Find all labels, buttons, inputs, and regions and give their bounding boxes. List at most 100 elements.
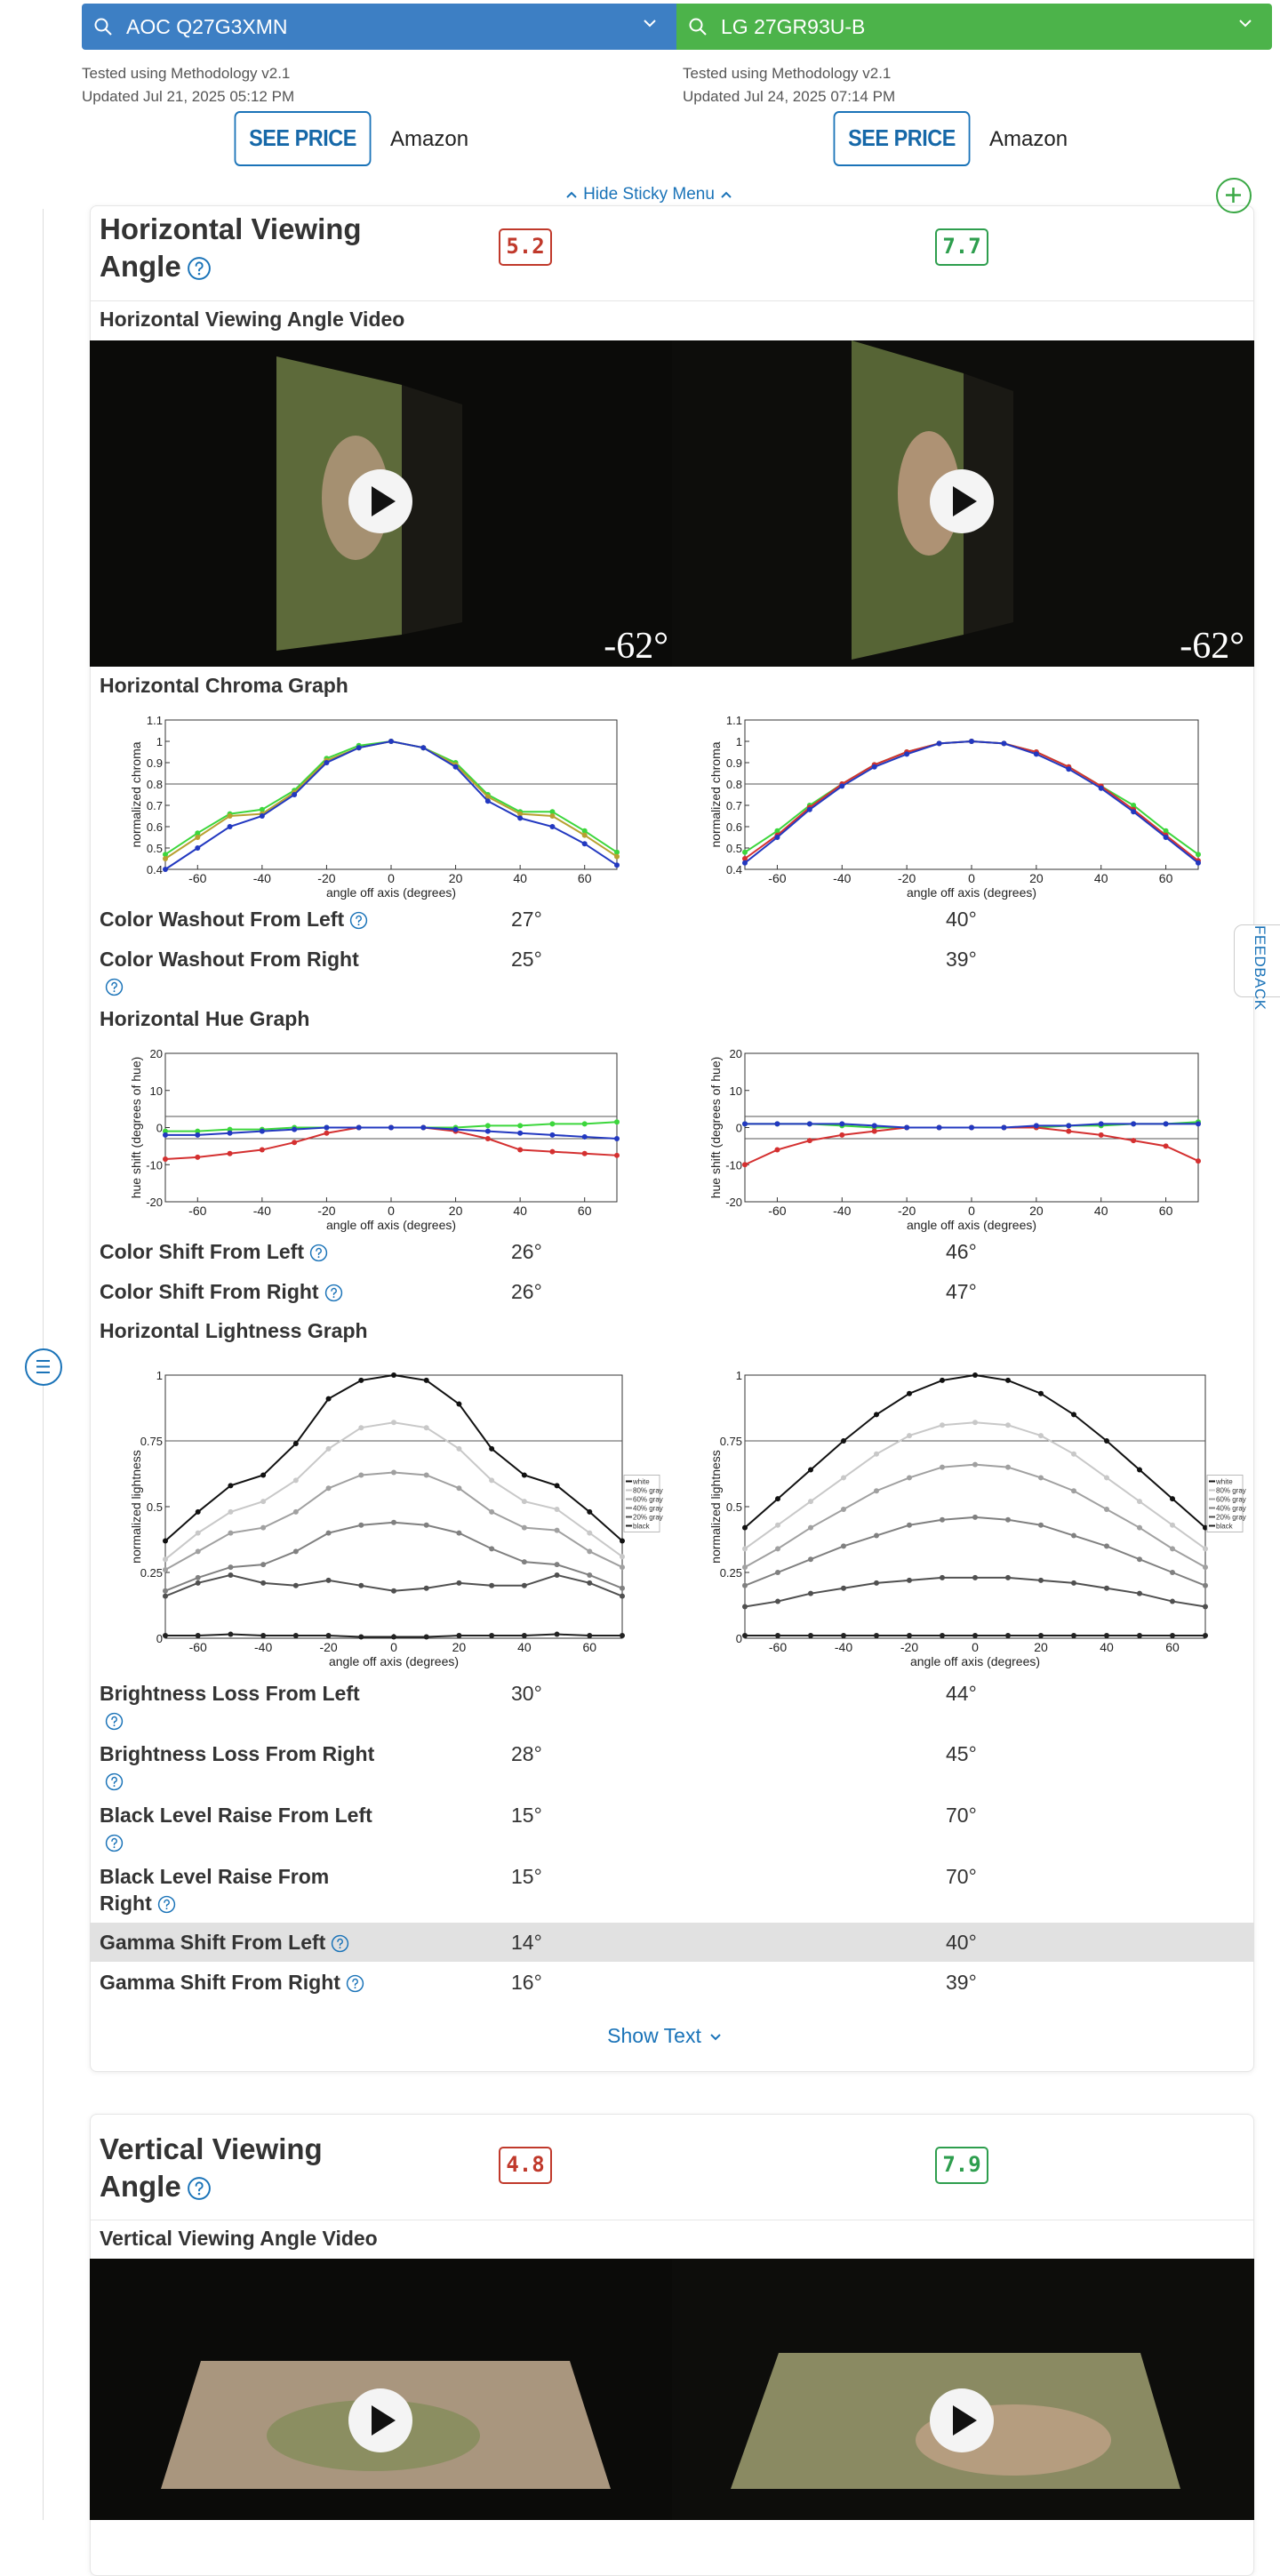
- data-point: [1203, 1546, 1208, 1552]
- dropdown-chevron: [644, 20, 656, 28]
- help-mark: [111, 982, 117, 990]
- help-circle: [309, 1244, 328, 1262]
- x-axis-label: angle off axis (degrees): [329, 1654, 459, 1668]
- x-axis-label: angle off axis (degrees): [326, 885, 456, 900]
- plot-frame: [744, 719, 1199, 870]
- data-point: [324, 1130, 330, 1136]
- graphics-layer: -62° -62° -60 -40 -20 0 20 40 60 0.4 0.5 0.6 0.7 0.8 0…: [90, 340, 1254, 2520]
- y-tick-label: 0.75: [720, 1435, 742, 1448]
- see-price-button[interactable]: SEE PRICE: [234, 111, 372, 166]
- data-point: [163, 1538, 168, 1544]
- chevron-down: [710, 2034, 721, 2041]
- x-tick-label: 0: [388, 871, 395, 885]
- show-text-button[interactable]: Show Text: [551, 2024, 779, 2048]
- data-point: [614, 862, 620, 868]
- data-point: [614, 1119, 620, 1125]
- data-point: [614, 853, 620, 860]
- help-icon[interactable]: [187, 2176, 212, 2201]
- data-point: [227, 1126, 233, 1132]
- screen-shadow: [402, 385, 462, 635]
- metric-text: Brightness Loss From Left: [100, 1682, 360, 1705]
- data-point: [388, 1124, 394, 1131]
- help-icon[interactable]: [157, 1895, 176, 1914]
- data-point: [1137, 1524, 1142, 1531]
- help-icon[interactable]: [105, 1834, 124, 1852]
- help-circle: [105, 979, 124, 996]
- data-point: [517, 1147, 524, 1153]
- data-point: [972, 1514, 978, 1520]
- data-point: [521, 1633, 527, 1639]
- data-point: [163, 852, 168, 858]
- data-point: [874, 1451, 879, 1457]
- data-point: [358, 1472, 364, 1478]
- data-point: [972, 1461, 978, 1468]
- subsection-title: Horizontal Hue Graph: [100, 1007, 310, 1030]
- metric-text: Black Level Raise From Left: [100, 1804, 372, 1827]
- help-icon[interactable]: [349, 911, 368, 930]
- help-icon[interactable]: [324, 1284, 343, 1302]
- help-circle: [187, 257, 211, 281]
- subsection-title: Horizontal Viewing Angle Video: [100, 308, 405, 331]
- data-point: [489, 1477, 495, 1484]
- add-product-button[interactable]: [1216, 178, 1252, 213]
- sticky-menu-toggle[interactable]: Hide Sticky Menu: [533, 185, 764, 208]
- help-icon[interactable]: [187, 256, 212, 281]
- data-point: [325, 1445, 332, 1452]
- help-icon[interactable]: [105, 978, 124, 996]
- y-axis-label: normalized chroma: [708, 741, 723, 847]
- data-point: [1203, 1604, 1208, 1610]
- data-point: [587, 1548, 593, 1555]
- data-point: [1038, 1475, 1044, 1481]
- toc-button[interactable]: [25, 1348, 62, 1386]
- help-icon[interactable]: [309, 1244, 328, 1262]
- data-point: [587, 1572, 593, 1578]
- data-point: [1071, 1412, 1076, 1418]
- data-point: [1170, 1570, 1175, 1575]
- data-point: [227, 824, 233, 829]
- data-point: [228, 1530, 234, 1536]
- feedback-tab[interactable]: FEEDBACK: [1234, 924, 1280, 1011]
- plot-frame: [744, 1374, 1206, 1639]
- data-point: [1163, 835, 1169, 840]
- x-tick-label: -60: [769, 1640, 787, 1654]
- help-icon[interactable]: [105, 1772, 124, 1791]
- data-point: [1131, 1138, 1137, 1144]
- data-point: [936, 1124, 942, 1131]
- help-icon[interactable]: [346, 1974, 364, 1993]
- metric-label: Color Shift From Left: [100, 1238, 375, 1265]
- metric-value: 47°: [946, 1280, 977, 1303]
- data-point: [742, 1604, 748, 1610]
- see-price-button[interactable]: SEE PRICE: [833, 111, 971, 166]
- data-point: [484, 1128, 491, 1134]
- data-point: [489, 1582, 495, 1588]
- data-point: [163, 1567, 168, 1573]
- metric-value: 30°: [511, 1682, 542, 1705]
- metric-value: 46°: [946, 1240, 977, 1263]
- data-point: [614, 1152, 620, 1158]
- data-point: [356, 1124, 362, 1131]
- store-name[interactable]: Amazon: [989, 127, 1068, 151]
- data-point: [839, 783, 845, 789]
- product-search-bar[interactable]: AOC Q27G3XMN: [82, 4, 676, 50]
- metric-value: 44°: [946, 1682, 977, 1705]
- legend-label: 80% gray: [1216, 1486, 1246, 1494]
- data-point: [484, 1136, 491, 1142]
- search-lens: [689, 18, 703, 32]
- metric-value: 70°: [946, 1804, 977, 1827]
- help-icon[interactable]: [105, 1712, 124, 1731]
- store-name[interactable]: Amazon: [390, 127, 469, 151]
- data-point: [1005, 1377, 1011, 1383]
- y-tick-label: 0.4: [147, 863, 163, 876]
- x-tick-label: -20: [898, 871, 916, 885]
- data-point: [358, 1377, 364, 1383]
- help-mark: [337, 1939, 344, 1947]
- data-point: [195, 1574, 201, 1580]
- data-point: [195, 1530, 201, 1536]
- product-search-bar[interactable]: LG 27GR93U-B: [676, 4, 1272, 50]
- y-tick-label: 0.25: [720, 1566, 742, 1580]
- metric-value: 26°: [511, 1280, 542, 1303]
- data-point: [841, 1543, 846, 1549]
- help-icon[interactable]: [331, 1934, 349, 1953]
- help-dot: [332, 1296, 335, 1299]
- y-axis-label: normalized chroma: [129, 741, 143, 847]
